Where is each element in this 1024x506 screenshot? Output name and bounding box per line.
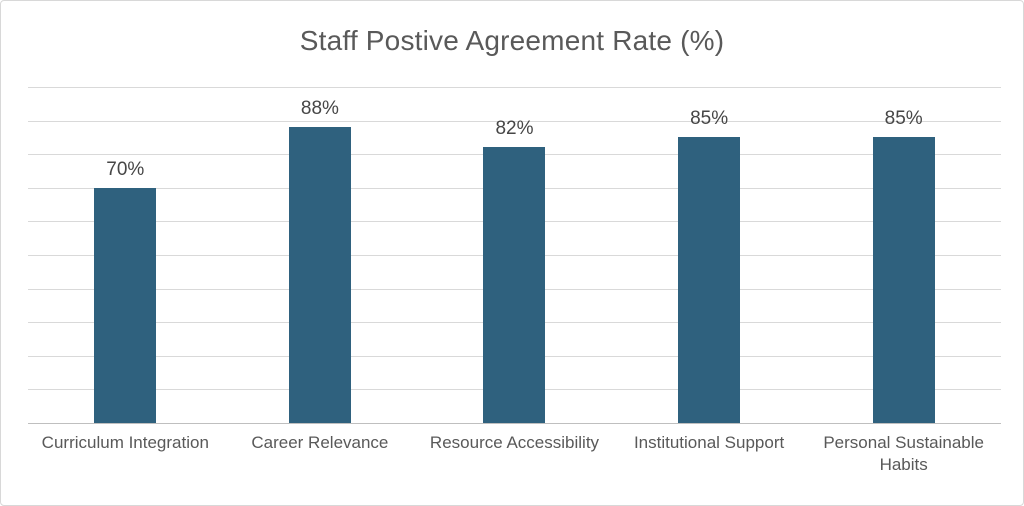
bar-value-label: 85%	[690, 108, 729, 130]
bar-group: 88%	[223, 87, 418, 423]
bar	[288, 127, 351, 423]
bar-group: 85%	[806, 87, 1001, 423]
bar-value-label: 85%	[884, 108, 923, 130]
plot-area: 70% 88% 82% 85% 85%	[28, 87, 1001, 424]
bar-value-label: 70%	[106, 158, 145, 180]
bar	[872, 137, 935, 423]
bar-group: 85%	[612, 87, 807, 423]
x-axis-label: Career Relevance	[251, 433, 389, 452]
bars-container: 70% 88% 82% 85% 85%	[28, 87, 1001, 423]
bar-value-label: 82%	[495, 118, 534, 140]
x-axis-label: Resource Accessibility	[429, 433, 600, 452]
chart-title: Staff Postive Agreement Rate (%)	[299, 25, 725, 56]
bar	[94, 187, 157, 423]
x-axis-label: Personal Sustainable Habits	[823, 433, 984, 475]
x-axis-labels: Curriculum Integration Career Relevance Re…	[28, 432, 1001, 476]
x-axis-label: Institutional Support	[633, 433, 785, 452]
x-axis-label: Curriculum Integration	[41, 433, 209, 452]
gridline	[28, 87, 1001, 88]
bar-group: 70%	[28, 87, 223, 423]
bar-value-label: 88%	[300, 98, 339, 120]
x-axis-line	[28, 423, 1001, 424]
gridline	[28, 120, 1001, 122]
bar-group: 82%	[417, 87, 612, 423]
bar	[483, 147, 546, 423]
bar	[678, 137, 741, 423]
